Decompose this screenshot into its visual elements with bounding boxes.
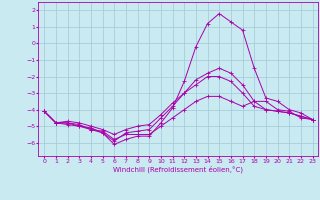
X-axis label: Windchill (Refroidissement éolien,°C): Windchill (Refroidissement éolien,°C) — [113, 165, 244, 173]
